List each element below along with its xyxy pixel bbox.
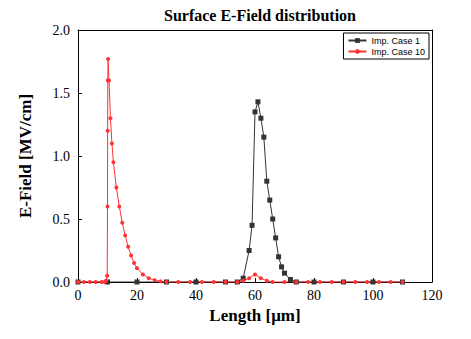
svg-text:20: 20	[130, 288, 144, 303]
svg-text:E-Field [MV/cm]: E-Field [MV/cm]	[16, 94, 35, 218]
svg-text:Imp. Case 1: Imp. Case 1	[371, 36, 420, 46]
svg-text:60: 60	[248, 288, 262, 303]
svg-text:0: 0	[75, 288, 82, 303]
svg-text:Imp. Case 10: Imp. Case 10	[371, 47, 425, 57]
svg-text:40: 40	[189, 288, 203, 303]
svg-text:1.5: 1.5	[53, 86, 71, 101]
svg-text:120: 120	[422, 288, 443, 303]
svg-text:80: 80	[307, 288, 321, 303]
svg-text:100: 100	[363, 288, 384, 303]
svg-text:0.5: 0.5	[53, 212, 71, 227]
svg-text:Length [μm]: Length [μm]	[209, 306, 300, 325]
svg-text:2.0: 2.0	[53, 23, 71, 38]
svg-text:0.0: 0.0	[53, 275, 71, 290]
svg-text:1.0: 1.0	[53, 149, 71, 164]
svg-text:Surface E-Field distribution: Surface E-Field distribution	[164, 7, 356, 24]
